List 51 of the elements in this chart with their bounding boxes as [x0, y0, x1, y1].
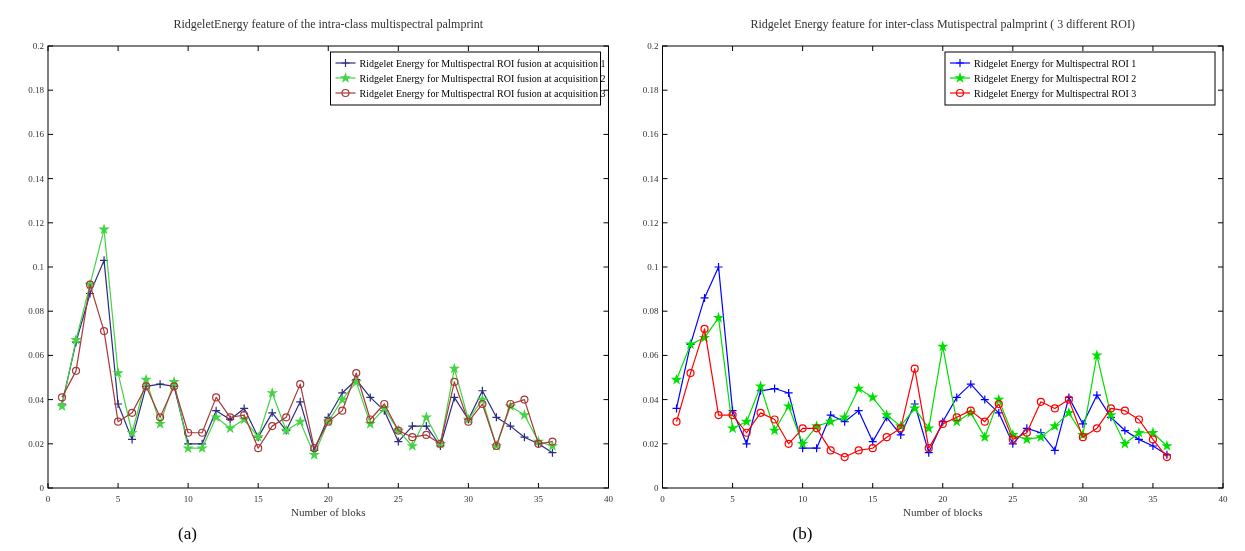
x-tick-label: 30 — [1078, 494, 1088, 504]
x-tick-label: 25 — [393, 494, 404, 504]
x-tick-label: 35 — [1148, 494, 1158, 504]
y-tick-label: 0.2 — [647, 41, 659, 51]
y-tick-label: 0.16 — [28, 129, 45, 140]
y-tick-label: 0.18 — [28, 85, 45, 96]
y-tick-label: 0.06 — [642, 350, 659, 361]
text: (a) — [178, 524, 197, 543]
y-tick-label: 0.1 — [647, 262, 659, 272]
y-tick-label: 0 — [654, 483, 659, 493]
x-tick-label: 5 — [730, 494, 736, 504]
y-tick-label: 0.18 — [642, 85, 659, 96]
y-tick-label: 0.08 — [28, 306, 45, 317]
y-tick-label: 0.06 — [28, 350, 45, 361]
chart-title: Ridgelet Energy feature for inter-class Mutispectral palmprint ( 3 different ROI) — [750, 17, 1136, 31]
legend-label: Ridgelet Energy for Multispectral ROI fusion at acquisition 2 — [359, 72, 606, 84]
x-tick-label: 20 — [938, 494, 948, 504]
x-tick-label: 10 — [798, 494, 808, 504]
x-axis-title: Number of bloks — [290, 506, 366, 518]
y-tick-label: 0.08 — [642, 306, 659, 317]
y-tick-label: 0.14 — [642, 173, 659, 184]
legend-label: Ridgelet Energy for Multispectral ROI 3 — [974, 87, 1137, 99]
y-tick-label: 0.02 — [28, 438, 44, 449]
x-tick-label: 15 — [253, 494, 264, 504]
text: (b) — [792, 524, 813, 543]
x-tick-label: 0 — [660, 494, 666, 504]
y-tick-label: 0.12 — [28, 217, 44, 228]
x-tick-label: 40 — [1218, 494, 1228, 504]
x-tick-label: 10 — [183, 494, 194, 504]
x-tick-label: 30 — [463, 494, 474, 504]
x-tick-label: 15 — [868, 494, 878, 504]
legend-label: Ridgelet Energy for Multispectral ROI 1 — [974, 57, 1137, 69]
y-tick-label: 0.1 — [32, 262, 44, 272]
y-tick-label: 0.2 — [32, 41, 44, 51]
y-tick-label: 0.12 — [642, 217, 659, 228]
x-tick-label: 20 — [323, 494, 334, 504]
y-tick-label: 0.02 — [642, 438, 659, 449]
y-tick-label: 0.04 — [642, 394, 659, 405]
y-tick-label: 0.16 — [642, 129, 659, 140]
x-tick-label: 35 — [533, 494, 544, 504]
x-tick-label: 5 — [115, 494, 121, 504]
legend-label: Ridgelet Energy for Multispectral ROI fusion at acquisition 3 — [359, 87, 606, 99]
chart-title: RidgeletEnergy feature of the intra-class multispectral palmprint — [173, 17, 484, 31]
x-axis-title: Number of blocks — [903, 506, 983, 518]
y-tick-label: 0.04 — [28, 394, 45, 405]
legend-label: Ridgelet Energy for Multispectral ROI fusion at acquisition 1 — [359, 57, 606, 69]
x-tick-label: 40 — [604, 494, 614, 504]
y-tick-label: 0 — [39, 483, 45, 493]
x-tick-label: 25 — [1008, 494, 1018, 504]
y-tick-label: 0.14 — [28, 173, 45, 184]
legend-label: Ridgelet Energy for Multispectral ROI 2 — [974, 72, 1137, 84]
